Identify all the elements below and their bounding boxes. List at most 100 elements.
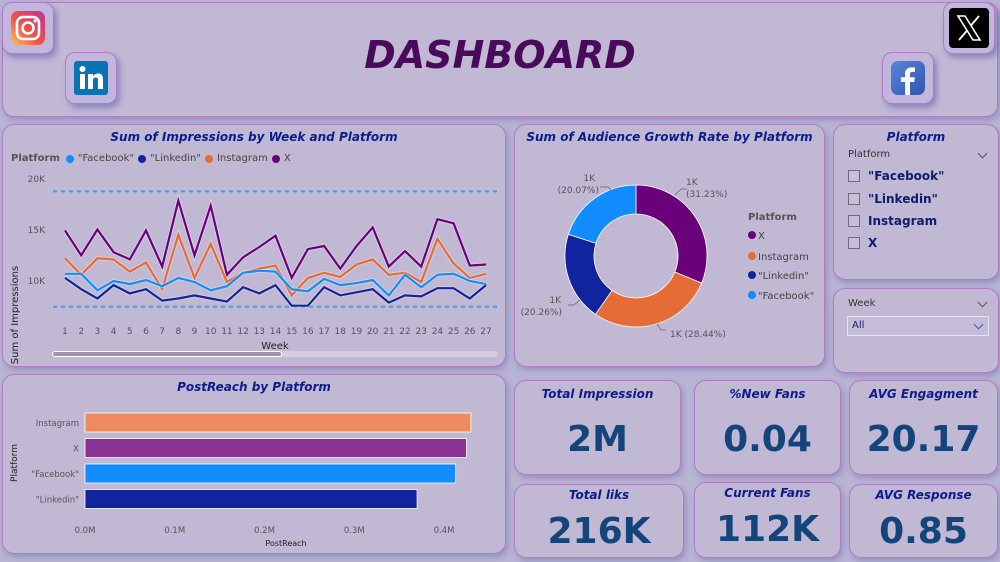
x-button[interactable] [943,2,995,54]
week-dropdown[interactable]: All [847,316,989,336]
x-tick-label: 22 [399,327,410,337]
header-banner: DASHBOARD [2,2,998,117]
x-tick-label: 4 [111,327,117,337]
donut-plot-area: 1K (31.23%) 1K (20.07%) 1K (20.26%) 1K (… [521,174,815,340]
chart-title: Sum of Impressions by Week and Platform [110,130,398,144]
x-tick-label: 27 [480,327,491,337]
y-tick-label: "Facebook" [31,470,79,480]
kpi-value: 2M [567,419,628,460]
x-tick-label: 23 [416,327,427,337]
legend-dot-instagram [204,154,213,163]
x-tick-label: 24 [432,327,444,337]
chart-legend: Platform "Facebook" "Linkedin" Instagram… [11,153,291,164]
slicer-option-linkedin[interactable]: "Linkedin" [848,192,938,206]
x-tick-label: 16 [302,327,314,337]
horizontal-scrollbar-track[interactable] [52,351,498,357]
x-tick-label: 2 [78,327,84,337]
x-tick-label: 10 [205,327,217,337]
x-tick-label: 9 [192,327,198,337]
x-tick-label: 0.2M [254,526,275,536]
x-tick-label: 0.1M [164,526,185,536]
y-tick-label: "Linkedin" [36,496,79,506]
linkedin-button[interactable] [65,52,117,104]
kpi-card-avg-engagement: AVG Engagment 20.17 [849,380,998,475]
kpi-value: 0.04 [723,419,812,460]
facebook-button[interactable] [882,52,934,104]
data-label-instagram: 1K (28.44%) [670,330,726,340]
y-tick-label: 10K [28,277,46,287]
linkedin-icon [74,61,108,95]
platform-slicer: Platform Platform "Facebook" "Linkedin" … [833,124,999,280]
chevron-down-icon[interactable] [977,297,988,308]
x-tick-label: 3 [95,327,101,337]
checkbox[interactable] [848,193,860,205]
leader-line-facebook [600,186,613,192]
legend-dot-x [271,154,280,163]
slicer-option-instagram[interactable]: Instagram [848,214,937,228]
donut-slice-facebook[interactable] [567,184,637,244]
checkbox[interactable] [848,237,860,249]
legend-item-instagram[interactable]: Instagram [758,252,809,263]
checkbox[interactable] [848,170,860,182]
legend-item-instagram[interactable]: Instagram [216,153,268,164]
series-line-linkedin[interactable] [64,276,487,307]
y-tick-label: Instagram [36,419,79,429]
x-icon [949,8,989,48]
chevron-down-icon[interactable] [977,148,988,159]
data-label-linkedin-value: 1K [549,296,562,306]
x-tick-label: 13 [254,327,265,337]
x-tick-label: 18 [335,327,347,337]
option-label: "Linkedin" [868,192,938,206]
kpi-label: AVG Response [875,488,972,502]
kpi-label: Current Fans [724,486,811,500]
checkbox[interactable] [848,215,860,227]
x-tick-label: 8 [175,327,181,337]
legend-item-linkedin[interactable]: "Linkedin" [150,153,201,164]
legend-dot-x [748,231,756,239]
leader-line-linkedin [568,299,581,306]
kpi-label: Total Impression [541,387,654,401]
kpi-value: 216K [547,511,651,552]
legend-dot-facebook [748,291,756,299]
kpi-value: 112K [715,509,820,550]
bar-facebook[interactable] [84,463,457,484]
bar-x[interactable] [84,438,467,458]
legend-item-facebook[interactable]: "Facebook" [77,153,135,164]
x-tick-label: 0.3M [344,526,365,536]
y-tick-label: X [73,445,79,455]
x-tick-label: 12 [237,327,248,337]
legend-item-facebook[interactable]: "Facebook" [758,291,814,302]
legend-item-linkedin[interactable]: "Linkedin" [758,271,809,282]
x-tick-label: 15 [286,327,297,337]
bar-instagram[interactable] [84,412,472,433]
dropdown-value: All [852,320,865,331]
chevron-down-icon [973,319,984,330]
x-tick-label: 19 [351,327,363,337]
slicer-option-x[interactable]: X [848,236,877,250]
series-line-instagram[interactable] [64,231,487,298]
legend-dot-linkedin [748,271,756,279]
page-title: DASHBOARD [364,33,636,77]
series-line-x[interactable] [64,196,487,281]
legend-title: Platform [748,212,797,223]
slicer-title: Platform [886,130,946,144]
y-axis-label: Platform [10,444,20,482]
audience-growth-donut-chart: Sum of Audience Growth Rate by Platform … [514,124,825,367]
legend-item-x[interactable]: X [758,231,765,242]
horizontal-scrollbar-thumb[interactable] [52,351,282,357]
bar-plot-area: Platform PostReach Instagram X "Facebook" "… [10,412,472,548]
x-tick-label: 5 [127,327,133,337]
bar-linkedin[interactable] [84,489,418,509]
slicer-option-facebook[interactable]: "Facebook" [848,169,944,183]
donut-slice-instagram[interactable] [594,271,703,328]
kpi-card-new-fans: %New Fans 0.04 [694,380,841,475]
data-label-x-value: 1K [686,178,699,188]
kpi-card-total-impression: Total Impression 2M [514,380,681,475]
legend-item-x[interactable]: X [283,153,291,164]
kpi-label: %New Fans [729,387,806,401]
y-axis-label: Sum of Impressions [10,266,21,364]
series-line-facebook[interactable] [65,269,487,298]
instagram-button[interactable] [2,2,54,54]
instagram-icon [11,11,45,45]
option-label: X [868,236,878,250]
